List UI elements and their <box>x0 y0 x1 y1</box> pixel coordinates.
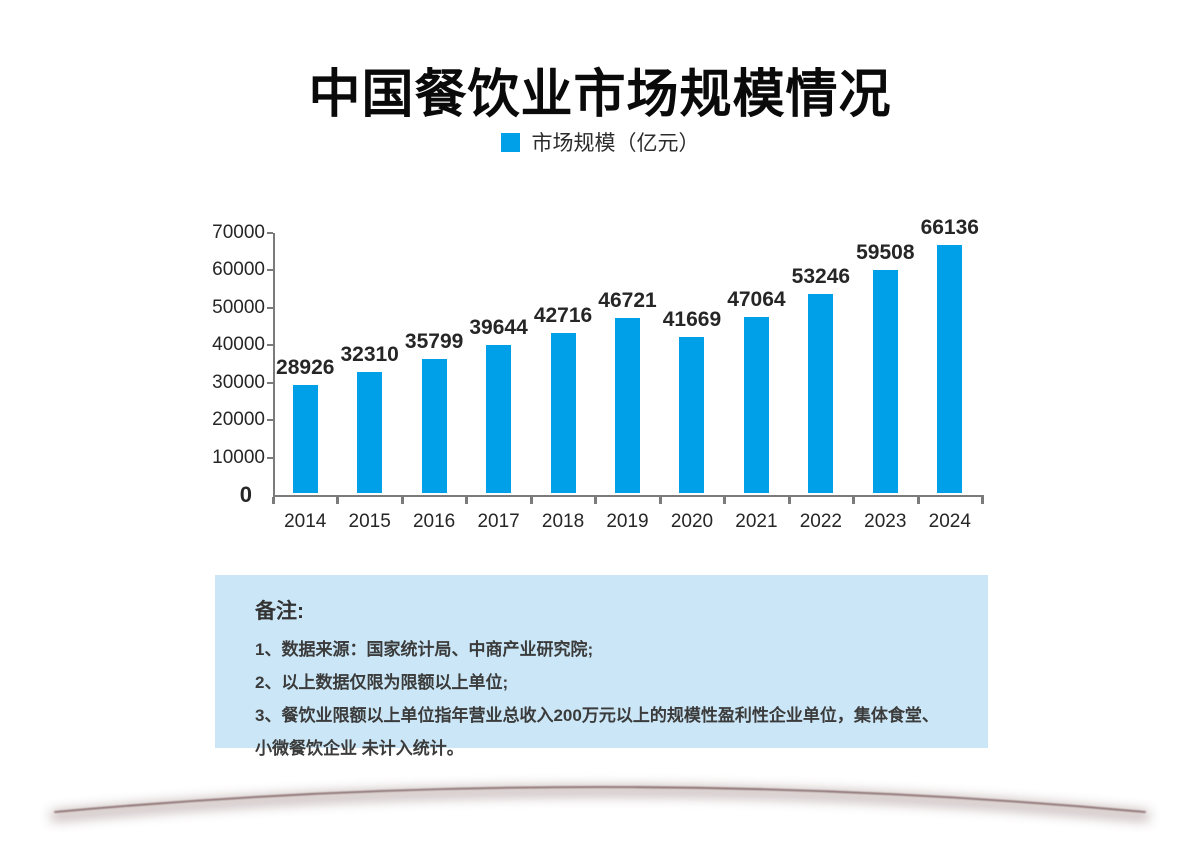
notes-box: 备注: 1、数据来源：国家统计局、中商产业研究院; 2、以上数据仅限为限额以上单位… <box>215 575 988 758</box>
x-axis-category-label: 2020 <box>670 511 714 532</box>
page-title: 中国餐饮业市场规模情况 <box>308 66 892 124</box>
x-axis-category-label: 2023 <box>864 511 907 532</box>
x-axis-category-label: 2018 <box>541 511 585 532</box>
x-axis-category-label: 2022 <box>799 511 842 532</box>
x-axis-tick <box>852 497 856 504</box>
y-axis-tick-label: 40000 <box>212 334 265 356</box>
bar-value-label: 28926 <box>276 355 335 379</box>
y-axis-tick-label: 70000 <box>212 222 265 243</box>
note-item: 2、以上数据仅限为限额以上单位; <box>255 673 509 692</box>
bar-value-label: 59508 <box>856 241 915 265</box>
x-axis-tick <box>272 497 275 504</box>
y-axis-tick <box>267 456 273 459</box>
bar <box>615 318 640 493</box>
y-axis-tick <box>267 306 273 309</box>
bar-value-label: 42716 <box>533 304 593 328</box>
x-axis-tick <box>723 497 727 504</box>
y-axis-tick-label: 10000 <box>212 446 265 468</box>
notes-list: 1、数据来源：国家统计局、中商产业研究院; 2、以上数据仅限为限额以上单位; 3、餐… <box>255 633 946 765</box>
x-axis-category-label: 2015 <box>348 511 391 532</box>
bar-value-label: 53246 <box>791 264 851 288</box>
x-axis-tick <box>529 497 533 504</box>
x-axis-category-label: 2021 <box>735 511 778 532</box>
y-axis-tick <box>267 344 273 347</box>
x-axis-tick <box>594 497 598 504</box>
bar-value-label: 32310 <box>340 343 399 367</box>
bar-value-label: 41669 <box>662 308 722 332</box>
x-axis-category-label: 2017 <box>477 511 520 532</box>
legend-label: 市场规模（亿元） <box>531 132 700 155</box>
legend: 市场规模（亿元） <box>0 130 1200 155</box>
bar <box>550 333 576 493</box>
x-axis-category-label: 2019 <box>606 511 649 532</box>
x-axis-category-label: 2016 <box>412 511 456 532</box>
y-axis-tick-label: 60000 <box>212 259 265 281</box>
y-axis-line <box>273 233 275 497</box>
bar-value-label: 39644 <box>469 315 528 339</box>
x-axis-tick <box>658 497 662 504</box>
y-axis-tick-label: 30000 <box>212 371 265 393</box>
bar-value-label: 66136 <box>920 216 979 240</box>
bar <box>486 344 512 493</box>
x-axis-tick <box>916 497 920 504</box>
bar-value-label: 35799 <box>404 330 464 354</box>
note-item: 3、餐饮业限额以上单位指年营业总收入200万元以上的规模性盈利性企业单位，集体食… <box>255 706 939 758</box>
bar <box>743 316 769 493</box>
footer-arc-decoration <box>50 786 1150 821</box>
note-item: 1、数据来源：国家统计局、中商产业研究院; <box>255 640 594 659</box>
y-axis-tick <box>267 232 273 234</box>
y-axis-tick <box>267 419 273 422</box>
notes-heading: 备注: <box>255 600 304 623</box>
x-axis-tick <box>787 497 791 504</box>
bar-value-label: 47064 <box>727 287 786 311</box>
x-axis-line <box>273 495 984 497</box>
x-axis-tick <box>465 497 469 504</box>
bar <box>421 359 447 493</box>
y-axis-tick <box>267 269 273 272</box>
x-axis-category-label: 2014 <box>284 511 327 532</box>
bar-value-label: 46721 <box>598 289 657 313</box>
x-axis-category-label: 2024 <box>928 511 971 532</box>
bar <box>872 270 898 493</box>
y-axis-tick-label: 20000 <box>212 409 265 431</box>
x-axis-tick <box>981 497 984 504</box>
y-axis-tick <box>267 381 273 384</box>
y-axis-tick-label: 0 <box>239 482 252 507</box>
bar <box>937 245 963 493</box>
bar-chart-plot-area: 0 10000 20000 30000 40000 50000 60000 70000 2892… <box>212 217 984 532</box>
x-axis-tick <box>400 497 404 504</box>
bar <box>292 384 318 493</box>
bar <box>679 337 705 493</box>
y-axis-tick-label: 50000 <box>212 296 265 318</box>
bar <box>808 293 834 493</box>
bar <box>357 372 383 493</box>
x-axis-tick <box>336 497 340 504</box>
legend-swatch-icon <box>500 132 520 152</box>
